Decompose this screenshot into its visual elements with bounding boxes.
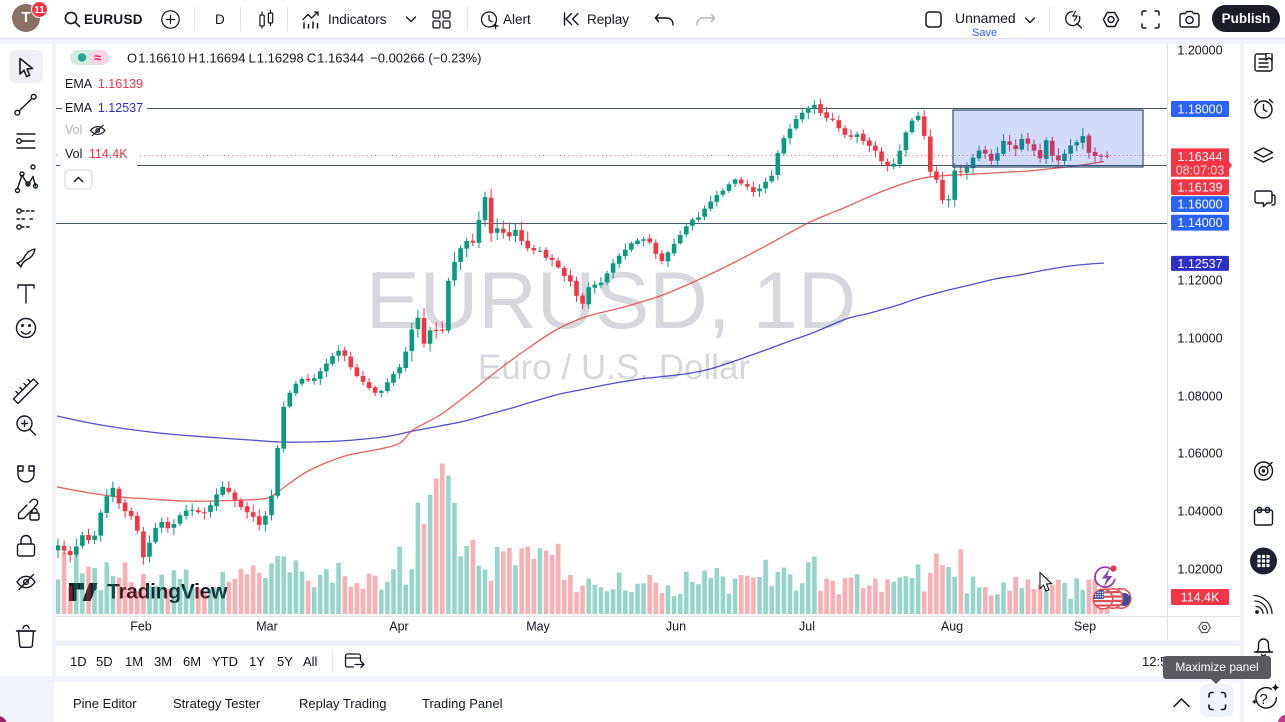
svg-text:?: ? (1259, 691, 1267, 708)
svg-text:≈: ≈ (94, 50, 101, 65)
svg-text:1.16344: 1.16344 (1177, 150, 1222, 164)
svg-text:May: May (526, 620, 550, 634)
svg-text:Aug: Aug (941, 620, 963, 634)
svg-text:1.14000: 1.14000 (1177, 216, 1222, 230)
svg-text:1.08000: 1.08000 (1177, 390, 1222, 404)
svg-text:TradingView: TradingView (107, 581, 228, 604)
svg-text:1.04000: 1.04000 (1177, 505, 1222, 519)
svg-text:Feb: Feb (130, 620, 152, 634)
svg-text:1.12537: 1.12537 (1177, 257, 1222, 271)
svg-text:1.02000: 1.02000 (1177, 563, 1222, 577)
svg-text:Sep: Sep (1074, 620, 1096, 634)
svg-text:1.16000: 1.16000 (1177, 198, 1222, 212)
svg-text:Euro / U.S. Dollar: Euro / U.S. Dollar (478, 348, 751, 387)
svg-text:1.12000: 1.12000 (1177, 274, 1222, 288)
svg-text:1.10000: 1.10000 (1177, 332, 1222, 346)
svg-text:Mar: Mar (256, 620, 278, 634)
svg-text:114.4K: 114.4K (1181, 591, 1220, 605)
svg-text:1.20000: 1.20000 (1177, 44, 1222, 58)
svg-text:Apr: Apr (389, 620, 408, 634)
svg-text:EMA 1.12537: EMA 1.12537 (65, 101, 143, 115)
svg-text:Vol: Vol (65, 123, 82, 137)
svg-text:1.16139: 1.16139 (1177, 181, 1222, 195)
svg-text:TradingView: TradingView (107, 581, 228, 604)
svg-text:1.18000: 1.18000 (1177, 103, 1222, 117)
svg-text:1.06000: 1.06000 (1177, 447, 1222, 461)
svg-text:Jun: Jun (666, 620, 686, 634)
svg-text:Vol 114.4K: Vol 114.4K (65, 147, 128, 161)
svg-text:EMA 1.16139: EMA 1.16139 (65, 77, 143, 91)
svg-text:08:07:03: 08:07:03 (1176, 164, 1225, 178)
svg-text:Jul: Jul (799, 620, 815, 634)
